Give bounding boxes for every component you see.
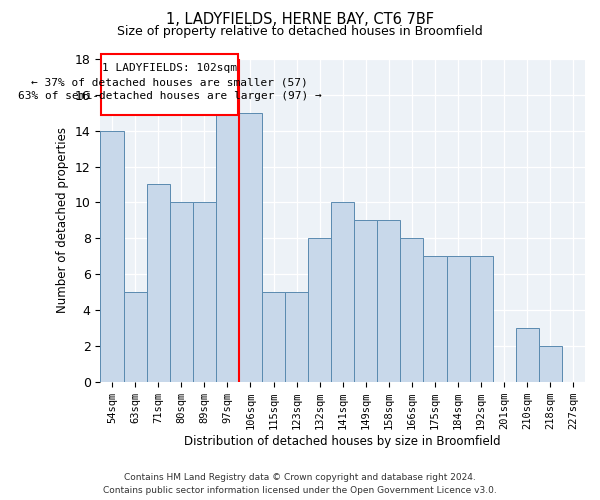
Text: 1 LADYFIELDS: 102sqm: 1 LADYFIELDS: 102sqm [102,64,237,74]
Bar [216,112,239,382]
Y-axis label: Number of detached properties: Number of detached properties [56,128,69,314]
Bar [100,130,124,382]
Text: 63% of semi-detached houses are larger (97) →: 63% of semi-detached houses are larger (… [18,91,322,101]
Text: Contains HM Land Registry data © Crown copyright and database right 2024.
Contai: Contains HM Land Registry data © Crown c… [103,474,497,495]
Text: ← 37% of detached houses are smaller (57): ← 37% of detached houses are smaller (57… [31,78,308,88]
Bar [285,292,308,382]
Bar [170,202,193,382]
FancyBboxPatch shape [101,54,238,116]
Bar [446,256,470,382]
X-axis label: Distribution of detached houses by size in Broomfield: Distribution of detached houses by size … [184,434,501,448]
Bar [354,220,377,382]
Bar [400,238,424,382]
Bar [308,238,331,382]
Bar [331,202,354,382]
Bar [516,328,539,382]
Bar [262,292,285,382]
Bar [424,256,446,382]
Text: Size of property relative to detached houses in Broomfield: Size of property relative to detached ho… [117,25,483,38]
Bar [239,112,262,382]
Text: 1, LADYFIELDS, HERNE BAY, CT6 7BF: 1, LADYFIELDS, HERNE BAY, CT6 7BF [166,12,434,28]
Bar [124,292,146,382]
Bar [470,256,493,382]
Bar [377,220,400,382]
Bar [539,346,562,382]
Bar [146,184,170,382]
Bar [193,202,216,382]
